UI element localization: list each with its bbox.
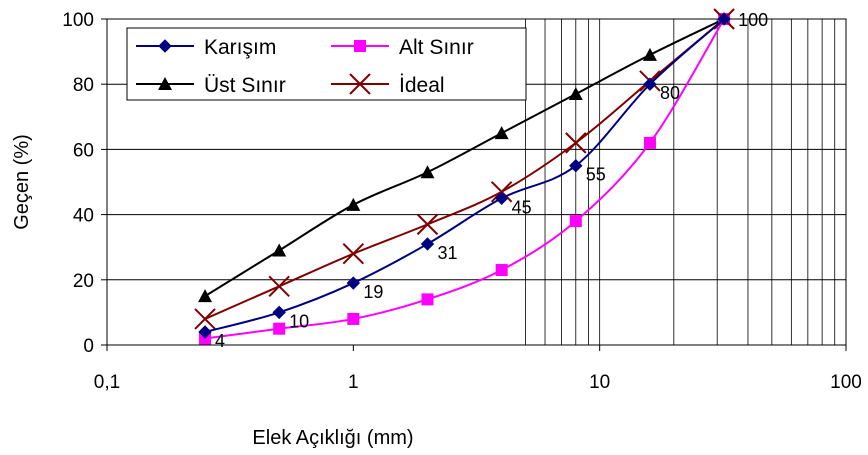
x-axis-title: Elek Açıklığı (mm) — [252, 427, 413, 449]
data-label: 55 — [586, 165, 606, 185]
data-label: 100 — [738, 10, 768, 30]
x-tick-label: 100 — [830, 372, 862, 393]
series-1 — [199, 13, 731, 345]
data-point — [420, 237, 435, 251]
plot-area-frame — [106, 18, 847, 346]
data-point — [346, 276, 361, 290]
data-point — [194, 308, 216, 330]
series-line — [204, 18, 725, 297]
data-label: 19 — [363, 282, 383, 302]
legend-label: Karışım — [204, 36, 276, 59]
series-2 — [198, 12, 732, 303]
data-point — [198, 289, 213, 303]
legend-entry: Karışım — [136, 36, 276, 59]
data-point — [268, 275, 290, 298]
legend-marker — [349, 73, 371, 95]
data-point — [717, 12, 731, 26]
y-tick-label: 100 — [62, 10, 94, 31]
data-point — [569, 215, 582, 228]
y-tick-label: 20 — [73, 271, 94, 292]
data-point — [568, 86, 583, 100]
legend-label: Alt Sınır — [399, 36, 474, 59]
data-point — [643, 136, 656, 149]
legend-label: Üst Sınır — [204, 74, 286, 97]
data-point — [198, 325, 212, 339]
y-tick-label: 80 — [73, 75, 94, 96]
data-point — [273, 322, 286, 335]
legend-entry: Üst Sınır — [136, 74, 286, 97]
data-point — [272, 243, 287, 257]
data-point — [494, 126, 509, 140]
legend: Karışım Alt Sınır Üst Sınır İdeal — [126, 27, 527, 101]
axis-ticks: 0,1 1 10 100 0 20 40 60 80 100 — [62, 10, 862, 393]
y-tick-label: 40 — [73, 206, 94, 227]
y-tick-label: 60 — [73, 140, 94, 161]
y-tick-label: 0 — [83, 336, 94, 357]
data-point — [347, 312, 360, 325]
legend-marker — [158, 77, 172, 90]
data-point — [565, 132, 587, 154]
legend-box — [126, 27, 527, 101]
data-point — [420, 165, 435, 179]
y-axis-title: Geçen (%) — [11, 134, 33, 230]
legend-marker — [158, 39, 172, 53]
data-label: 10 — [289, 311, 309, 331]
data-labels: 4 10 19 31 45 55 80 100 — [215, 10, 768, 351]
data-point — [421, 293, 434, 306]
legend-entry: İdeal — [331, 73, 445, 97]
series-line — [204, 18, 725, 333]
data-point — [569, 158, 583, 173]
data-label: 45 — [512, 197, 532, 217]
data-point — [495, 264, 508, 277]
legend-label: İdeal — [399, 74, 445, 97]
data-point — [494, 191, 509, 206]
data-label: 4 — [215, 331, 225, 351]
data-point — [642, 47, 657, 61]
series-layer — [194, 8, 735, 345]
legend-marker — [354, 40, 366, 52]
data-label: 31 — [437, 243, 457, 263]
data-point — [342, 243, 365, 265]
data-point — [272, 305, 286, 320]
legend-entry: Alt Sınır — [331, 36, 474, 59]
data-point — [416, 213, 439, 236]
x-tick-label: 10 — [589, 372, 610, 393]
series-0 — [198, 12, 731, 339]
data-label: 80 — [660, 83, 680, 103]
data-point — [346, 197, 361, 211]
x-tick-label: 0,1 — [94, 372, 120, 393]
data-point — [643, 77, 657, 91]
x-tick-label: 1 — [348, 372, 359, 393]
